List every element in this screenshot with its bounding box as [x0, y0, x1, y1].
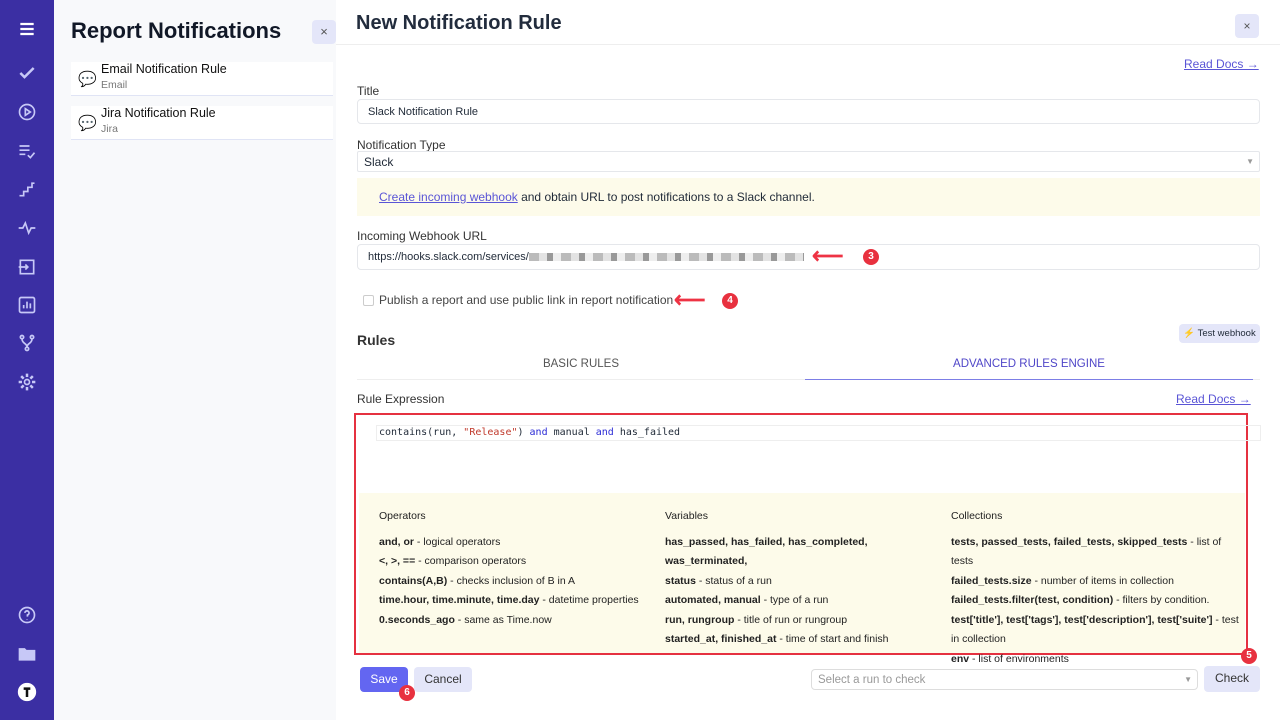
help-row: failed_tests.size - number of items in c…	[951, 574, 1174, 587]
help-row: status - status of a run	[665, 574, 772, 587]
app-sidebar	[0, 0, 54, 720]
chevron-down-icon: ▼	[1184, 675, 1192, 684]
help-icon[interactable]	[15, 603, 39, 627]
title-input[interactable]: Slack Notification Rule	[357, 99, 1260, 124]
redacted-token	[528, 253, 804, 262]
collections-column: Collections tests, passed_tests, failed_t…	[951, 507, 1243, 669]
code-line[interactable]: contains(run, "Release") and manual and …	[376, 425, 1261, 441]
title-label: Title	[357, 84, 380, 98]
test-webhook-button[interactable]: ⚡ Test webhook	[1179, 324, 1260, 343]
annotation-badge: 4	[722, 293, 738, 309]
help-row: env - list of environments	[951, 652, 1069, 665]
chat-bubble-icon: 💬	[78, 71, 97, 88]
annotation-arrow: ⟵	[812, 243, 844, 268]
chat-bubble-icon: 💬	[78, 115, 97, 132]
gear-icon[interactable]	[15, 370, 39, 394]
help-row: failed_tests.filter(test, condition) - f…	[951, 594, 1210, 606]
rules-title: Rules	[357, 332, 396, 348]
annotation-badge: 3	[863, 249, 879, 265]
steps-icon[interactable]	[15, 177, 39, 201]
notifications-panel: Report Notifications × 💬 Email Notificat…	[54, 0, 336, 720]
help-row: and, or - logical operators	[379, 535, 501, 548]
help-row: has_passed, has_failed, has_completed, w…	[665, 535, 868, 568]
syntax-help: Operators and, or - logical operators <, >…	[359, 493, 1245, 665]
notification-type-select[interactable]: Slack ▼	[357, 151, 1260, 172]
publish-label: Publish a report and use public link in …	[379, 293, 674, 307]
list-item[interactable]: 💬 Email Notification Rule Email	[71, 62, 333, 96]
close-panel-button[interactable]: ×	[312, 20, 336, 44]
rules-tabs: BASIC RULES ADVANCED RULES ENGINE	[357, 350, 1260, 380]
close-button[interactable]: ×	[1235, 14, 1259, 38]
cancel-button[interactable]: Cancel	[414, 667, 472, 692]
folder-icon[interactable]	[15, 642, 39, 666]
selected-value: Slack	[364, 155, 394, 169]
git-branch-icon[interactable]	[15, 331, 39, 355]
tab-basic-rules[interactable]: BASIC RULES	[542, 358, 620, 370]
rule-form: New Notification Rule × Read Docs → Titl…	[336, 0, 1280, 720]
annotation-badge: 6	[399, 685, 415, 701]
rule-expression-editor[interactable]: contains(run, "Release") and manual and …	[354, 413, 1261, 665]
annotation-badge: 5	[1241, 648, 1257, 664]
help-row: 0.seconds_ago - same as Time.now	[379, 613, 552, 626]
page-title: New Notification Rule	[356, 12, 562, 34]
variables-column: Variables has_passed, has_failed, has_com…	[665, 507, 945, 650]
play-circle-icon[interactable]	[15, 100, 39, 124]
webhook-note: Create incoming webhook and obtain URL t…	[357, 178, 1260, 216]
plug-icon: ⚡	[1183, 328, 1196, 339]
list-item[interactable]: 💬 Jira Notification Rule Jira	[71, 106, 333, 140]
panel-title: Report Notifications	[71, 18, 282, 43]
read-docs-link[interactable]: Read Docs →	[1184, 57, 1259, 71]
import-icon[interactable]	[15, 255, 39, 279]
check-icon[interactable]	[15, 61, 39, 85]
help-row: time.hour, time.minute, time.day - datet…	[379, 594, 639, 606]
run-placeholder: Select a run to check	[818, 674, 926, 686]
item-type: Email	[101, 79, 128, 91]
list-check-icon[interactable]	[15, 139, 39, 163]
column-title: Operators	[379, 510, 426, 522]
check-button[interactable]: Check	[1204, 666, 1260, 692]
help-row: automated, manual - type of a run	[665, 594, 829, 606]
column-title: Collections	[951, 510, 1003, 522]
rule-expression-label: Rule Expression	[357, 392, 445, 406]
pulse-icon[interactable]	[15, 216, 39, 240]
help-row: run, rungroup - title of run or rungroup	[665, 613, 848, 626]
help-row: test['title'], test['tags'], test['descr…	[951, 613, 1239, 646]
help-row: started_at, finished_at - time of start …	[665, 633, 889, 645]
help-row: contains(A,B) - checks inclusion of B in…	[379, 574, 576, 587]
menu-icon[interactable]	[15, 17, 39, 41]
bar-chart-icon[interactable]	[15, 293, 39, 317]
annotation-arrow: ⟵	[674, 287, 706, 312]
type-label: Notification Type	[357, 138, 446, 152]
webhook-value: https://hooks.slack.com/services/	[368, 251, 529, 263]
create-webhook-link[interactable]: Create incoming webhook	[379, 190, 518, 204]
note-text: and obtain URL to post notifications to …	[517, 190, 815, 204]
webhook-label: Incoming Webhook URL	[357, 229, 487, 243]
help-row: tests, passed_tests, failed_tests, skipp…	[951, 535, 1222, 568]
item-type: Jira	[101, 123, 118, 135]
logo-icon[interactable]	[15, 680, 39, 704]
help-row: <, >, == - comparison operators	[379, 555, 527, 567]
run-select[interactable]: Select a run to check ▼	[811, 669, 1198, 690]
publish-checkbox[interactable]	[363, 295, 374, 306]
test-webhook-label: Test webhook	[1197, 328, 1256, 339]
tab-advanced-rules[interactable]: ADVANCED RULES ENGINE	[805, 350, 1253, 380]
chevron-down-icon: ▼	[1246, 157, 1254, 166]
divider	[336, 44, 1280, 45]
column-title: Variables	[665, 510, 708, 522]
operators-column: Operators and, or - logical operators <, >…	[379, 507, 659, 630]
item-title: Jira Notification Rule	[101, 106, 216, 120]
read-docs-link-2[interactable]: Read Docs →	[1176, 392, 1251, 406]
item-title: Email Notification Rule	[101, 62, 227, 76]
webhook-url-input[interactable]: https://hooks.slack.com/services/	[357, 244, 1260, 270]
